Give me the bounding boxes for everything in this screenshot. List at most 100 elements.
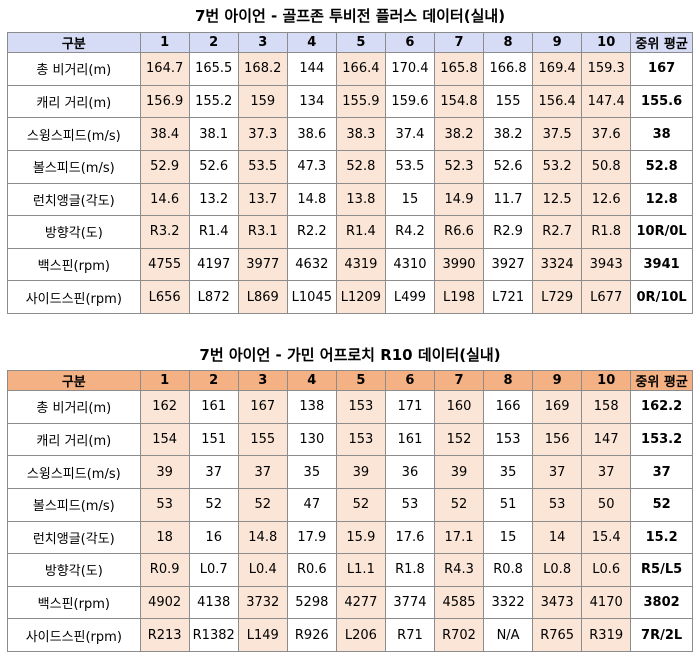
- header-shot-3: 3: [237, 370, 288, 391]
- cell-value: 12.5: [532, 182, 583, 217]
- cell-value: 170.4: [384, 52, 435, 86]
- cell-value: 35: [483, 455, 534, 489]
- median-value: 12.8: [630, 182, 693, 217]
- cell-value: 36: [384, 455, 435, 489]
- cell-value: L1209: [335, 280, 386, 314]
- cell-value: R4.2: [384, 215, 435, 249]
- cell-value: 17.1: [433, 520, 485, 555]
- cell-value: 13.7: [237, 182, 288, 217]
- median-value: 3941: [630, 247, 693, 282]
- cell-value: 52: [237, 487, 288, 522]
- cell-value: R2.7: [532, 215, 583, 249]
- cell-value: R0.6: [286, 553, 337, 587]
- cell-value: 3774: [384, 585, 435, 620]
- cell-value: 37.5: [532, 117, 583, 151]
- cell-value: 161: [188, 390, 239, 424]
- cell-value: 156: [532, 422, 583, 457]
- table-row: 백스핀(rpm) 4902 4138 3732 5298 4277 3774 4585 3322…: [7, 585, 693, 620]
- row-label: 캐리 거리(m): [7, 84, 141, 119]
- cell-value: 52.6: [188, 149, 239, 184]
- header-shot-10: 10: [581, 32, 632, 53]
- cell-value: R213: [139, 618, 190, 652]
- cell-value: 52.6: [483, 149, 534, 184]
- cell-value: 166: [483, 390, 534, 424]
- cell-value: N/A: [483, 618, 534, 652]
- cell-value: 38.2: [433, 117, 485, 151]
- cell-value: R1.4: [188, 215, 239, 249]
- cell-value: 165.5: [188, 52, 239, 86]
- cell-value: 155.9: [335, 84, 386, 119]
- cell-value: 18: [139, 520, 190, 555]
- row-label: 총 비거리(m): [7, 52, 141, 86]
- cell-value: R1.8: [581, 215, 632, 249]
- cell-value: 153: [335, 422, 386, 457]
- median-value: 0R/10L: [630, 280, 693, 314]
- cell-value: 3322: [483, 585, 534, 620]
- cell-value: 3990: [433, 247, 485, 282]
- cell-value: R6.6: [433, 215, 485, 249]
- cell-value: 159.3: [581, 52, 632, 86]
- cell-value: 14.8: [286, 182, 337, 217]
- cell-value: 151: [188, 422, 239, 457]
- median-value: 10R/0L: [630, 215, 693, 249]
- cell-value: 130: [286, 422, 337, 457]
- median-value: 162.2: [630, 390, 693, 424]
- cell-value: 3473: [532, 585, 583, 620]
- cell-value: 167: [237, 390, 288, 424]
- cell-value: 53.2: [532, 149, 583, 184]
- cell-value: 14: [532, 520, 583, 555]
- table2-title: 7번 아이언 - 가민 어프로치 R10 데이터(실내): [199, 346, 501, 364]
- cell-value: 4138: [188, 585, 239, 620]
- cell-value: 134: [286, 84, 337, 119]
- table-row: 방향각(도) R0.9 L0.7 L0.4 R0.6 L1.1 R1.8 R4.3 R0.8 L0…: [7, 553, 693, 587]
- cell-value: 147.4: [581, 84, 632, 119]
- cell-value: L1.1: [335, 553, 386, 587]
- cell-value: R765: [532, 618, 583, 652]
- cell-value: L206: [335, 618, 386, 652]
- cell-value: 152: [433, 422, 485, 457]
- golfzon-data-table: 구분 1 2 3 4 5 6 7 8 9 10 중위 평균 총 비거리(m) 164.7 165.5 168…: [7, 32, 693, 314]
- cell-value: 39: [139, 455, 190, 489]
- header-median: 중위 평균: [630, 32, 693, 53]
- cell-value: R71: [384, 618, 435, 652]
- header-shot-4: 4: [286, 32, 337, 53]
- row-label: 캐리 거리(m): [7, 422, 141, 457]
- cell-value: 138: [286, 390, 337, 424]
- header-shot-5: 5: [335, 370, 386, 391]
- cell-value: L721: [483, 280, 534, 314]
- cell-value: 52: [433, 487, 485, 522]
- table-row: 총 비거리(m) 164.7 165.5 168.2 144 166.4 170.4 165.…: [7, 52, 693, 86]
- cell-value: 154.8: [433, 84, 485, 119]
- cell-value: L729: [532, 280, 583, 314]
- header-shot-1: 1: [139, 370, 190, 391]
- header-label: 구분: [7, 32, 141, 53]
- table-row: 볼스피드(m/s) 53 52 52 47 52 53 52 51 53 50 52: [7, 487, 693, 522]
- cell-value: 37.3: [237, 117, 288, 151]
- cell-value: 161: [384, 422, 435, 457]
- table1-title: 7번 아이언 - 골프존 투비전 플러스 데이터(실내): [194, 7, 506, 25]
- cell-value: 38.1: [188, 117, 239, 151]
- header-shot-2: 2: [188, 32, 239, 53]
- cell-value: R0.9: [139, 553, 190, 587]
- header-shot-4: 4: [286, 370, 337, 391]
- cell-value: 13.2: [188, 182, 239, 217]
- cell-value: 162: [139, 390, 190, 424]
- cell-value: 37: [237, 455, 288, 489]
- header-shot-7: 7: [433, 370, 485, 391]
- table-row: 총 비거리(m) 162 161 167 138 153 171 160 166 169 158 16…: [7, 390, 693, 424]
- cell-value: 15.9: [335, 520, 386, 555]
- cell-value: 50.8: [581, 149, 632, 184]
- cell-value: L872: [188, 280, 239, 314]
- cell-value: 4585: [433, 585, 485, 620]
- row-label: 사이드스핀(rpm): [7, 618, 141, 652]
- cell-value: 37.4: [384, 117, 435, 151]
- cell-value: 53.5: [384, 149, 435, 184]
- cell-value: 14.9: [433, 182, 485, 217]
- row-label: 볼스피드(m/s): [7, 487, 141, 522]
- cell-value: L198: [433, 280, 485, 314]
- cell-value: 15: [384, 182, 435, 217]
- table-row: 캐리 거리(m) 156.9 155.2 159 134 155.9 159.6 154.8 1…: [7, 84, 693, 119]
- cell-value: 50: [581, 487, 632, 522]
- cell-value: 5298: [286, 585, 337, 620]
- cell-value: 17.9: [286, 520, 337, 555]
